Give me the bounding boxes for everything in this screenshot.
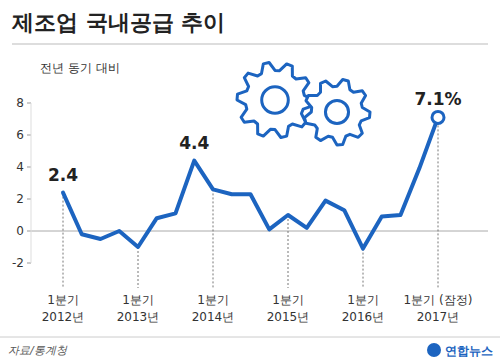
y-tick-label: -2 [12,256,24,270]
data-label: 2.4 [48,165,78,185]
x-tick [363,249,364,288]
x-tick-label: 1분기2014년 [192,293,235,324]
x-tick-label: 1분기2013년 [117,293,160,324]
subtitle: 전년 동기 대비 [40,61,120,75]
x-tick [63,193,64,288]
x-tick-label: 1분기 (잠정)2017년 [404,293,473,324]
end-marker [432,111,444,123]
gear-icon [305,80,371,146]
plot-area [63,111,444,248]
y-tick-label: 6 [16,128,24,142]
y-tick-label: 8 [16,96,24,110]
y-axis [31,103,32,263]
chart: 제조업 국내공급 추이전년 동기 대비 -2 0 2 4 6 8 1분기2012년 1분기201… [0,0,500,362]
x-tick-label: 1분기2015년 [267,293,310,324]
credit: 연합뉴스 [445,344,493,358]
y-tick [27,199,31,200]
data-label: 7.1% [414,89,461,109]
y-tick [27,103,31,104]
data-label: 4.4 [179,133,209,153]
x-tick [138,247,139,288]
y-tick [27,167,31,168]
logo-icon [427,343,441,357]
x-tick-label: 1분기2012년 [42,293,85,324]
y-tick [27,263,31,264]
title-rule [12,44,488,45]
background [0,0,500,362]
title: 제조업 국내공급 추이 [11,10,225,35]
y-tick-label: 0 [16,224,24,238]
line [63,117,438,248]
footer-rule [0,337,500,338]
gear-icon [237,63,313,138]
x-tick-label: 1분기2016년 [342,293,385,324]
x-tick [288,215,289,288]
x-tick [438,117,439,288]
y-tick [27,231,31,232]
y-tick [27,135,31,136]
y-tick-label: 2 [16,192,24,206]
y-tick-label: 4 [16,160,24,174]
x-tick [213,189,214,288]
source: 자료/통계청 [8,344,68,357]
zero-line [31,231,488,232]
